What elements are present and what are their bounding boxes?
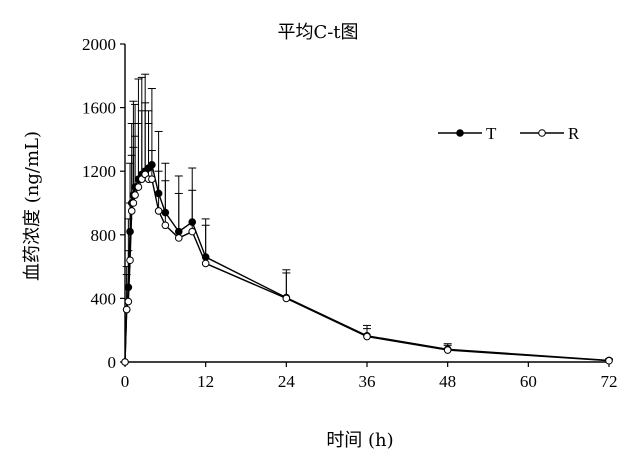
data-point-T xyxy=(161,208,170,217)
x-tick-label: 72 xyxy=(601,372,618,391)
data-point-T xyxy=(201,253,210,261)
data-point-R xyxy=(282,294,291,303)
error-bars xyxy=(122,73,613,361)
data-point-R xyxy=(605,356,613,365)
data-point-T xyxy=(188,218,197,226)
x-axis-label: 时间 (h) xyxy=(326,430,393,451)
x-tick-label: 12 xyxy=(197,372,214,391)
y-tick-label: 800 xyxy=(91,226,117,245)
legend-label-T: T xyxy=(486,124,497,143)
data-point-T xyxy=(148,161,156,169)
data-point-R xyxy=(188,227,197,236)
y-tick-label: 2000 xyxy=(82,35,116,54)
x-tick-label: 0 xyxy=(121,372,130,391)
data-point-R xyxy=(161,221,170,230)
x-ticks: 0 12 24 36 48 60 72 xyxy=(121,362,618,391)
data-point-R xyxy=(174,234,183,242)
y-axis-label: 血药浓度 (ng/mL) xyxy=(22,131,43,281)
data-point-R xyxy=(121,358,129,366)
y-ticks: 0 400 800 1200 1600 2000 xyxy=(82,35,125,372)
y-tick-label: 400 xyxy=(91,289,117,308)
data-point-T xyxy=(174,227,183,236)
y-tick-label: 1200 xyxy=(82,162,116,181)
series-layer xyxy=(121,161,613,366)
legend-label-R: R xyxy=(568,124,580,143)
data-point-R xyxy=(124,297,133,306)
data-point-R xyxy=(122,305,131,314)
data-point-T xyxy=(124,283,133,292)
x-tick-label: 60 xyxy=(520,372,537,391)
data-point-R xyxy=(129,199,138,207)
data-point-T xyxy=(126,227,134,236)
data-point-R xyxy=(148,175,156,183)
y-tick-label: 0 xyxy=(108,353,117,372)
data-point-R xyxy=(201,259,210,268)
data-point-R xyxy=(363,332,371,341)
data-point-R xyxy=(154,207,163,215)
data-point-R xyxy=(126,256,134,265)
data-point-R xyxy=(131,191,139,199)
data-point-T xyxy=(154,189,163,198)
legend-marker-R xyxy=(538,129,546,137)
x-tick-label: 36 xyxy=(359,372,376,391)
plot-area: 0 400 800 1200 1600 2000 0 12 24 36 48 60 72 xyxy=(82,35,618,391)
data-point-R xyxy=(127,207,136,215)
x-tick-label: 24 xyxy=(278,372,296,391)
data-point-R xyxy=(443,346,452,354)
y-tick-label: 1600 xyxy=(82,99,116,118)
x-tick-label: 48 xyxy=(439,372,456,391)
legend-marker-T xyxy=(456,129,464,137)
data-point-R xyxy=(134,183,143,191)
chart-title: 平均C-t图 xyxy=(277,22,358,43)
